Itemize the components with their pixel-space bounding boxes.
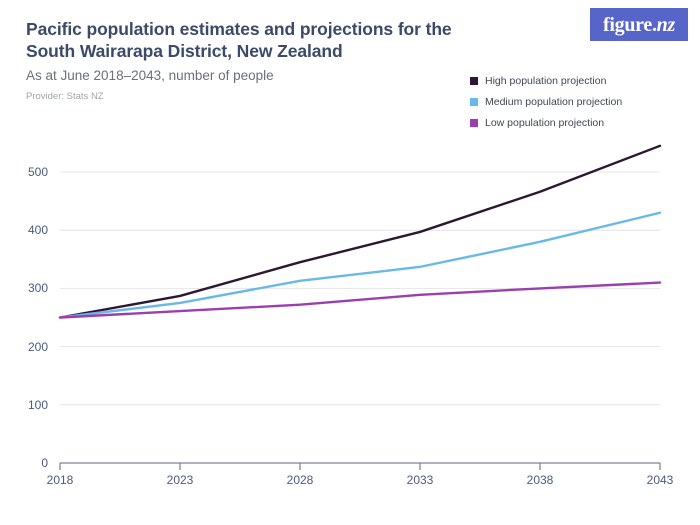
y-axis-tick-label: 500 [27, 165, 48, 179]
y-axis-tick-label: 400 [27, 223, 48, 238]
y-axis-tick-label: 200 [27, 339, 48, 354]
series-line-2 [58, 281, 662, 319]
x-axis-tick-label: 2033 [406, 473, 434, 487]
logo-text: figure.nz [603, 15, 675, 35]
x-axis-tick-label: 2028 [286, 473, 314, 487]
x-axis-tick-label: 2018 [46, 473, 74, 487]
logo-text-suffix: nz [656, 13, 676, 36]
chart-header: Pacific population estimates and project… [26, 18, 456, 103]
series-line-0 [58, 144, 662, 319]
chart-legend: High population projection Medium populat… [470, 73, 622, 136]
legend-item-label: High population projection [485, 74, 607, 87]
legend-item[interactable]: Medium population projection [470, 94, 622, 110]
chart-provider: Provider: Stats NZ [26, 91, 104, 102]
x-axis-tick-label: 2038 [526, 473, 554, 487]
y-axis-tick-label: 100 [27, 397, 48, 412]
legend-swatch-icon [470, 77, 478, 85]
legend-item-label: Low population projection [485, 116, 605, 129]
legend-swatch-icon [470, 119, 478, 127]
logo-text-main: figure. [603, 13, 657, 36]
legend-item-label: Medium population projection [485, 95, 623, 108]
legend-item[interactable]: Low population projection [470, 115, 622, 131]
x-axis-tick-label: 2023 [166, 473, 194, 487]
figure-nz-logo[interactable]: figure.nz [590, 8, 688, 41]
chart-subtitle: As at June 2018–2043, number of people [26, 68, 274, 83]
x-axis-tick-label: 2043 [646, 473, 674, 487]
y-axis-tick-label: 0 [41, 456, 48, 470]
legend-swatch-icon [470, 98, 478, 106]
series-line-1 [58, 211, 662, 319]
legend-item[interactable]: High population projection [470, 73, 622, 89]
y-axis-tick-label: 300 [27, 281, 48, 296]
page-title: Pacific population estimates and project… [26, 19, 452, 61]
